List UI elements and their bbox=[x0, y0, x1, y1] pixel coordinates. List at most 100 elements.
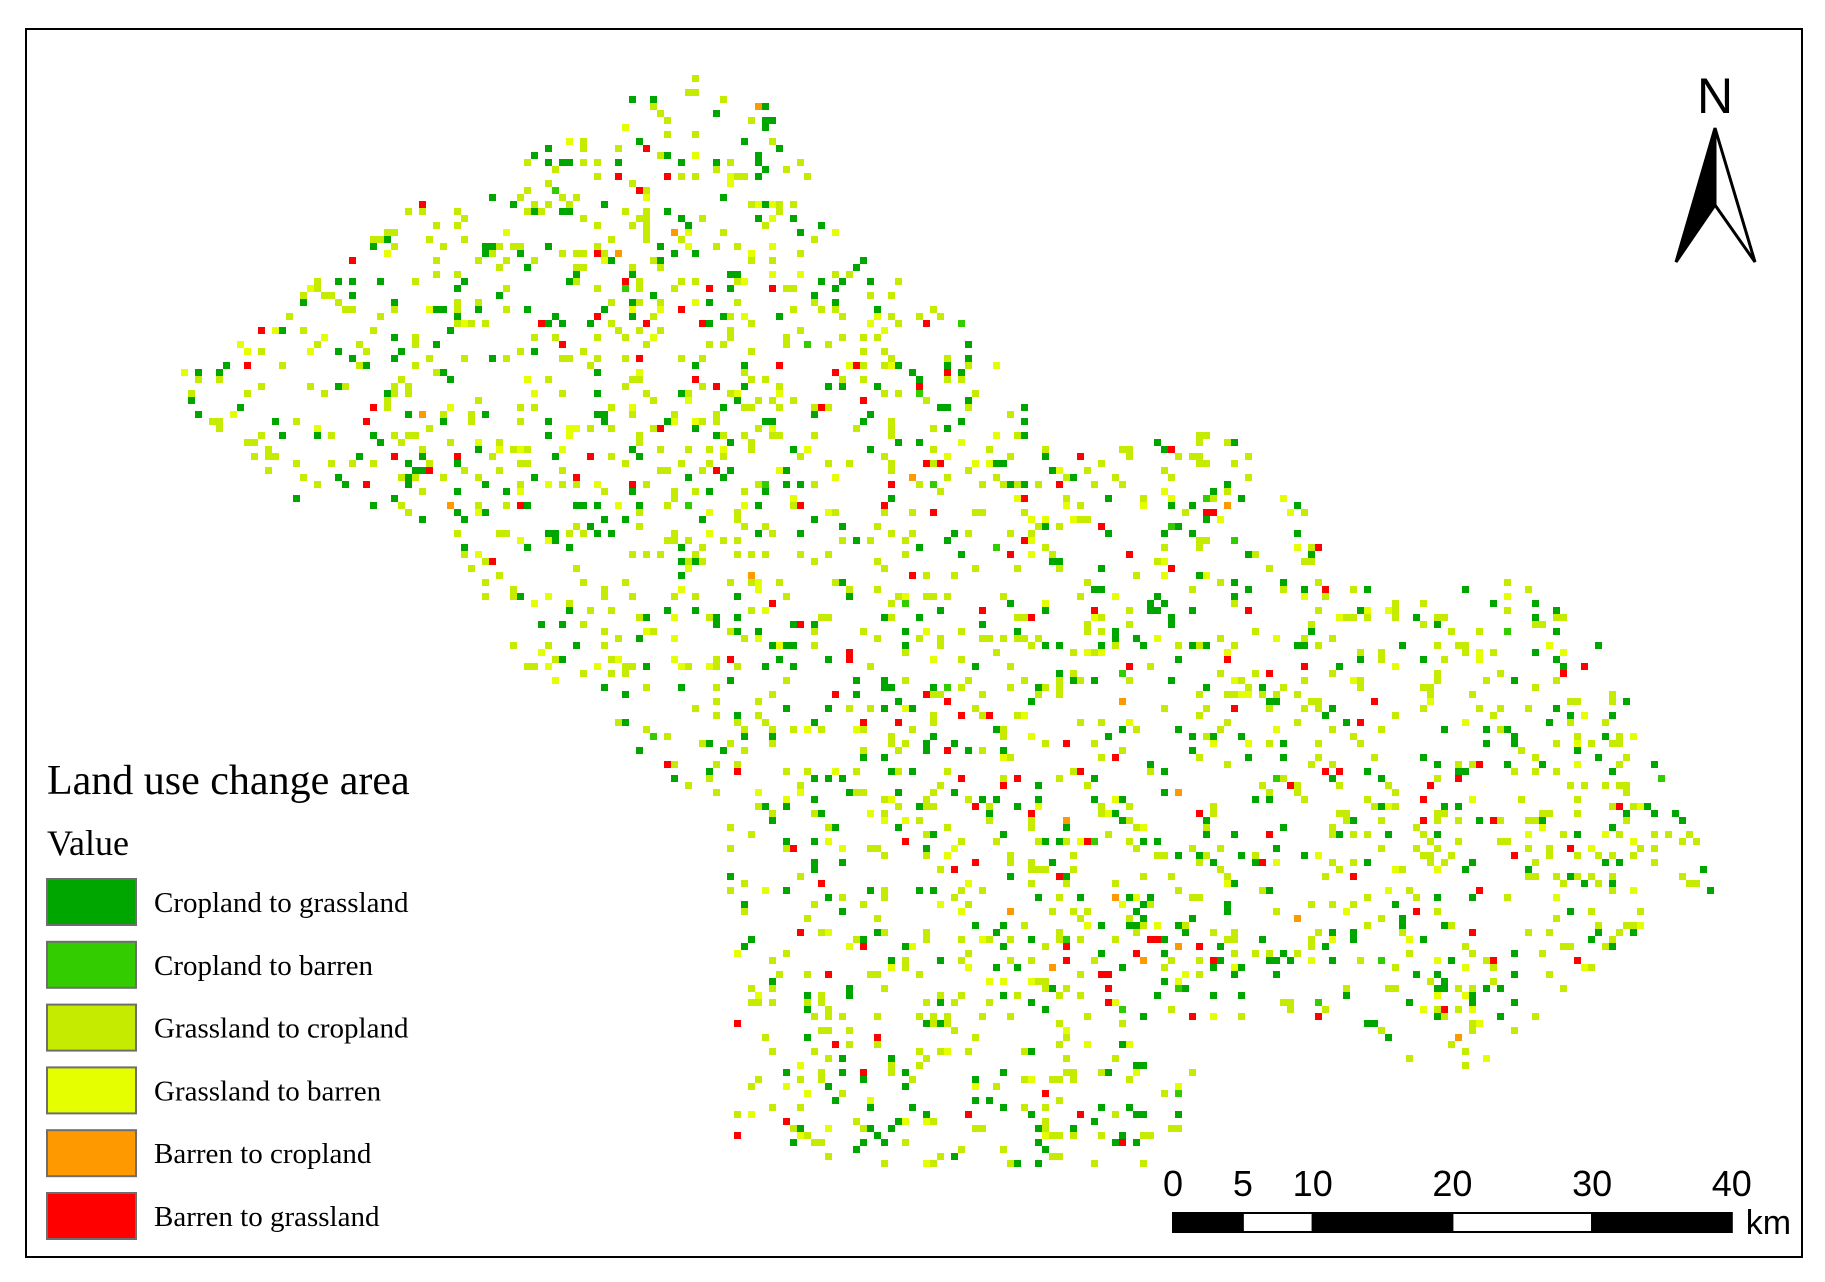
change-pixel bbox=[1007, 684, 1014, 691]
change-pixel bbox=[1308, 544, 1315, 551]
change-pixel bbox=[1252, 859, 1259, 866]
change-pixel bbox=[664, 418, 671, 425]
change-pixel bbox=[1609, 691, 1616, 698]
change-pixel bbox=[1469, 761, 1476, 768]
change-pixel bbox=[1182, 929, 1189, 936]
change-pixel bbox=[657, 551, 664, 558]
change-pixel bbox=[636, 635, 643, 642]
change-pixel bbox=[363, 481, 370, 488]
change-pixel bbox=[965, 747, 972, 754]
change-pixel bbox=[1168, 446, 1175, 453]
change-pixel bbox=[944, 376, 951, 383]
change-pixel bbox=[629, 96, 636, 103]
change-pixel bbox=[762, 607, 769, 614]
change-pixel bbox=[769, 271, 776, 278]
change-pixel bbox=[1126, 1104, 1133, 1111]
change-pixel bbox=[489, 558, 496, 565]
change-pixel bbox=[881, 705, 888, 712]
change-pixel bbox=[860, 397, 867, 404]
change-pixel bbox=[1091, 614, 1098, 621]
change-pixel bbox=[1378, 845, 1385, 852]
change-pixel bbox=[853, 1118, 860, 1125]
change-pixel bbox=[1007, 754, 1014, 761]
change-pixel bbox=[608, 299, 615, 306]
change-pixel bbox=[867, 411, 874, 418]
change-pixel bbox=[636, 278, 643, 285]
scale-unit: km bbox=[1746, 1204, 1791, 1242]
change-pixel bbox=[993, 964, 1000, 971]
change-pixel bbox=[1112, 796, 1119, 803]
change-pixel bbox=[1462, 866, 1469, 873]
change-pixel bbox=[531, 152, 538, 159]
change-pixel bbox=[1637, 908, 1644, 915]
change-pixel bbox=[860, 719, 867, 726]
change-pixel bbox=[1133, 1062, 1140, 1069]
change-pixel bbox=[1126, 838, 1133, 845]
change-pixel bbox=[944, 355, 951, 362]
change-pixel bbox=[1224, 936, 1231, 943]
change-pixel bbox=[993, 1083, 1000, 1090]
change-pixel bbox=[503, 285, 510, 292]
change-pixel bbox=[1553, 705, 1560, 712]
change-pixel bbox=[1175, 1111, 1182, 1118]
change-pixel bbox=[1532, 621, 1539, 628]
change-pixel bbox=[475, 551, 482, 558]
change-pixel bbox=[1266, 670, 1273, 677]
change-pixel bbox=[790, 621, 797, 628]
change-pixel bbox=[1126, 915, 1133, 922]
change-pixel bbox=[419, 201, 426, 208]
change-pixel bbox=[615, 250, 622, 257]
change-pixel bbox=[1588, 908, 1595, 915]
change-pixel bbox=[1231, 964, 1238, 971]
change-pixel bbox=[790, 726, 797, 733]
change-pixel bbox=[818, 1076, 825, 1083]
change-pixel bbox=[1245, 684, 1252, 691]
change-pixel bbox=[454, 306, 461, 313]
change-pixel bbox=[1280, 740, 1287, 747]
change-pixel bbox=[377, 313, 384, 320]
change-pixel bbox=[825, 1006, 832, 1013]
change-pixel bbox=[1413, 894, 1420, 901]
change-pixel bbox=[720, 537, 727, 544]
change-pixel bbox=[790, 285, 797, 292]
change-pixel bbox=[846, 985, 853, 992]
change-pixel bbox=[1301, 663, 1308, 670]
legend-label: Cropland to grassland bbox=[154, 887, 409, 919]
change-pixel bbox=[923, 852, 930, 859]
change-pixel bbox=[713, 432, 720, 439]
change-pixel bbox=[475, 439, 482, 446]
change-pixel bbox=[1007, 1160, 1014, 1167]
change-pixel bbox=[573, 425, 580, 432]
change-pixel bbox=[573, 474, 580, 481]
change-pixel bbox=[1196, 810, 1203, 817]
change-pixel bbox=[958, 418, 965, 425]
change-pixel bbox=[888, 1055, 895, 1062]
change-pixel bbox=[1231, 705, 1238, 712]
change-pixel bbox=[1154, 439, 1161, 446]
change-pixel bbox=[384, 229, 391, 236]
change-pixel bbox=[790, 663, 797, 670]
change-pixel bbox=[748, 985, 755, 992]
change-pixel bbox=[496, 467, 503, 474]
change-pixel bbox=[1231, 460, 1238, 467]
change-pixel bbox=[454, 488, 461, 495]
change-pixel bbox=[755, 481, 762, 488]
change-pixel bbox=[881, 1139, 888, 1146]
change-pixel bbox=[881, 810, 888, 817]
change-pixel bbox=[447, 502, 454, 509]
change-pixel bbox=[1616, 782, 1623, 789]
change-pixel bbox=[811, 838, 818, 845]
change-pixel bbox=[510, 243, 517, 250]
change-pixel bbox=[993, 474, 1000, 481]
change-pixel bbox=[636, 376, 643, 383]
change-pixel bbox=[853, 362, 860, 369]
change-pixel bbox=[1049, 964, 1056, 971]
change-pixel bbox=[951, 845, 958, 852]
change-pixel bbox=[1469, 999, 1476, 1006]
change-pixel bbox=[1056, 565, 1063, 572]
change-pixel bbox=[1084, 838, 1091, 845]
change-pixel bbox=[426, 425, 433, 432]
change-pixel bbox=[671, 656, 678, 663]
